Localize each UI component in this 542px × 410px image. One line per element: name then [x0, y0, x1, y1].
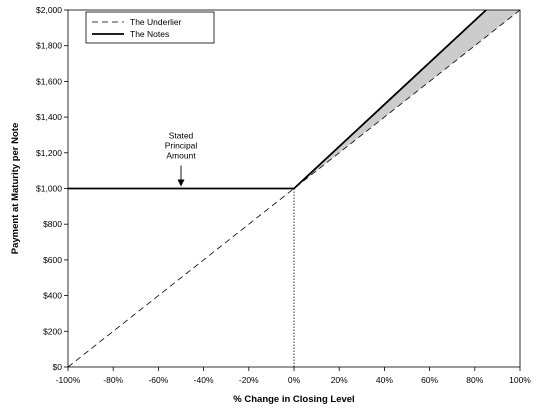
y-tick-label: $0	[53, 362, 63, 372]
shaded-region	[294, 10, 520, 189]
annotation-arrow-head	[177, 179, 185, 187]
y-tick-label: $2,000	[36, 5, 62, 15]
y-tick-label: $800	[43, 219, 62, 229]
x-tick-label: 60%	[421, 375, 438, 385]
y-tick-label: $1,000	[36, 184, 62, 194]
legend-box	[85, 11, 215, 44]
x-tick-label: 100%	[509, 375, 531, 385]
y-tick-label: $400	[43, 291, 62, 301]
annotation-line: Stated	[169, 131, 194, 141]
y-tick-label: $200	[43, 326, 62, 336]
x-tick-label: -100%	[56, 375, 81, 385]
y-tick-label: $1,400	[36, 112, 62, 122]
series-line-underlier	[68, 10, 520, 367]
x-tick-label: 0%	[288, 375, 301, 385]
annotation-line: Amount	[166, 151, 196, 161]
y-axis-title: Payment at Maturity per Note	[10, 123, 21, 254]
series-line-notes	[68, 10, 487, 190]
x-axis-title: % Change in Closing Level	[233, 394, 354, 405]
x-tick-label: 40%	[376, 375, 393, 385]
legend-label: The Notes	[130, 29, 169, 39]
y-tick-label: $1,200	[36, 148, 62, 158]
x-tick-label: -60%	[148, 375, 168, 385]
x-tick-label: -80%	[103, 375, 123, 385]
legend-label: The Underlier	[130, 17, 182, 27]
x-tick-label: 80%	[466, 375, 483, 385]
y-tick-label: $1,800	[36, 41, 62, 51]
x-tick-label: -40%	[194, 375, 214, 385]
x-tick-label: 20%	[331, 375, 348, 385]
y-tick-label: $1,600	[36, 76, 62, 86]
x-tick-label: -20%	[239, 375, 259, 385]
annotation-line: Principal	[165, 141, 198, 151]
y-tick-label: $600	[43, 255, 62, 265]
